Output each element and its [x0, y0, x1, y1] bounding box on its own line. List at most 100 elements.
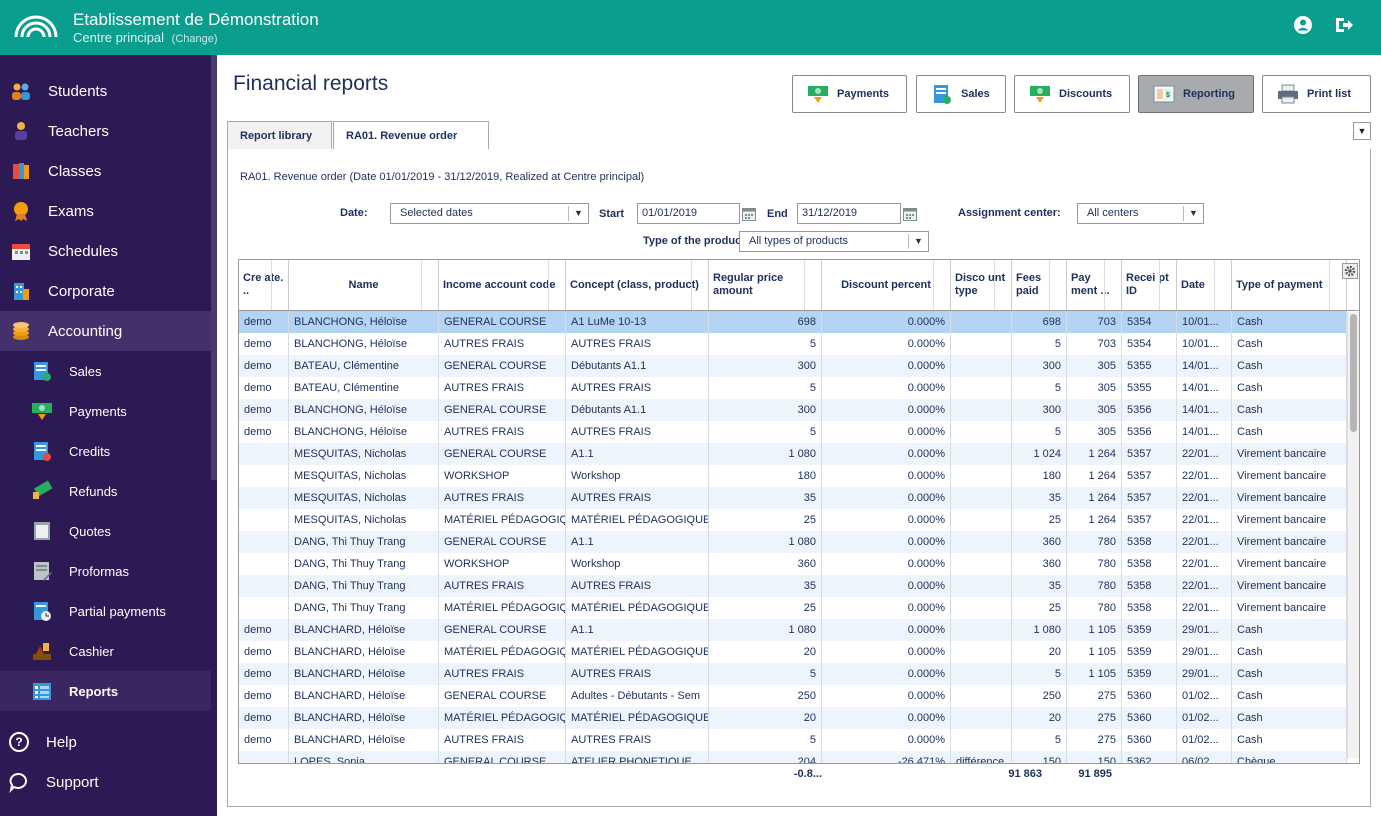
- column-header-regular[interactable]: Regular price amount: [709, 260, 822, 310]
- table-row[interactable]: DANG, Thi Thuy Trang GENERAL COURSE A1.1 1 …: [239, 531, 1347, 553]
- column-header-name[interactable]: Name: [289, 260, 439, 310]
- table-row[interactable]: demo BATEAU, Clémentine GENERAL COURSE Débu…: [239, 355, 1347, 377]
- sidebar-item-credits[interactable]: Credits: [0, 431, 211, 471]
- sidebar-item-quotes[interactable]: Quotes: [0, 511, 211, 551]
- sidebar-item-partial-payments[interactable]: Partial payments: [0, 591, 211, 631]
- sidebar-item-proformas[interactable]: Proformas: [0, 551, 211, 591]
- column-resize-handle[interactable]: [1329, 260, 1330, 310]
- table-scrollbar-thumb[interactable]: [1350, 314, 1357, 432]
- column-resize-handle[interactable]: [1104, 260, 1105, 310]
- cell-name: BLANCHARD, Héloïse: [289, 685, 439, 707]
- table-row[interactable]: demo BLANCHARD, Héloïse MATÉRIEL PÉDAGOGIQ…: [239, 707, 1347, 729]
- reporting-button[interactable]: $ Reporting: [1138, 75, 1254, 113]
- sidebar-item-cashier[interactable]: Cashier: [0, 631, 211, 671]
- sidebar-scrollbar[interactable]: [211, 55, 217, 480]
- table-row[interactable]: demo BLANCHONG, Héloïse GENERAL COURSE A1 L…: [239, 311, 1347, 333]
- sidebar-item-support[interactable]: Support: [0, 762, 211, 802]
- column-header-created[interactable]: Cre ate. ..: [239, 260, 289, 310]
- table-row[interactable]: MESQUITAS, Nicholas GENERAL COURSE A1.1 1 0…: [239, 443, 1347, 465]
- table-row[interactable]: DANG, Thi Thuy Trang AUTRES FRAIS AUTRES F…: [239, 575, 1347, 597]
- sidebar-item-sales[interactable]: Sales: [0, 351, 211, 391]
- table-row[interactable]: MESQUITAS, Nicholas WORKSHOP Workshop 180 0.…: [239, 465, 1347, 487]
- cell-date: 14/01...: [1177, 377, 1232, 399]
- table-row[interactable]: DANG, Thi Thuy Trang WORKSHOP Workshop 360 0…: [239, 553, 1347, 575]
- cell-receipt: 5354: [1122, 311, 1177, 333]
- column-resize-handle[interactable]: [1214, 260, 1215, 310]
- table-row[interactable]: demo BLANCHONG, Héloïse GENERAL COURSE Débu…: [239, 399, 1347, 421]
- table-row[interactable]: MESQUITAS, Nicholas AUTRES FRAIS AUTRES FR…: [239, 487, 1347, 509]
- gear-icon[interactable]: [1342, 263, 1358, 279]
- sidebar-item-schedules[interactable]: Schedules: [0, 231, 211, 271]
- table-row[interactable]: demo BLANCHARD, Héloïse GENERAL COURSE Adul…: [239, 685, 1347, 707]
- sidebar-item-exams[interactable]: Exams: [0, 191, 211, 231]
- sidebar-item-students[interactable]: Students: [0, 71, 211, 111]
- column-header-concept[interactable]: Concept (class, product): [566, 260, 709, 310]
- sidebar-item-teachers[interactable]: Teachers: [0, 111, 211, 151]
- end-calendar-icon[interactable]: [903, 207, 917, 221]
- user-account-icon[interactable]: [1292, 14, 1314, 36]
- sidebar-item-classes[interactable]: Classes: [0, 151, 211, 191]
- table-row[interactable]: LOPES, Sonia GENERAL COURSE ATELIER PHONET…: [239, 751, 1347, 763]
- cell-ptype: Cash: [1232, 663, 1347, 685]
- cell-discount: 0.000%: [822, 663, 951, 685]
- column-header-fees[interactable]: Fees paid: [1012, 260, 1067, 310]
- payments-button[interactable]: Payments: [792, 75, 907, 113]
- column-resize-handle[interactable]: [691, 260, 692, 310]
- total-payment: 91 895: [1078, 768, 1112, 780]
- sidebar-item-refunds[interactable]: Refunds: [0, 471, 211, 511]
- column-resize-handle[interactable]: [1159, 260, 1160, 310]
- table-row[interactable]: demo BLANCHARD, Héloïse AUTRES FRAIS AUTRES…: [239, 663, 1347, 685]
- sidebar-item-help[interactable]: ? Help: [0, 722, 211, 762]
- column-resize-handle[interactable]: [804, 260, 805, 310]
- sidebar-item-reports[interactable]: Reports: [0, 671, 211, 711]
- start-date-input[interactable]: 01/01/2019: [637, 203, 740, 224]
- table-row[interactable]: DANG, Thi Thuy Trang MATÉRIEL PÉDAGOGIQ MA…: [239, 597, 1347, 619]
- tab-report-library[interactable]: Report library: [227, 121, 332, 149]
- column-resize-handle[interactable]: [933, 260, 934, 310]
- table-row[interactable]: MESQUITAS, Nicholas MATÉRIEL PÉDAGOGIQ MAT…: [239, 509, 1347, 531]
- column-header-ptype[interactable]: Type of payment: [1232, 260, 1347, 310]
- table-header: Cre ate. .. Name Income account code Concep…: [239, 260, 1359, 311]
- cell-concept: Débutants A1.1: [566, 399, 709, 421]
- end-date-input[interactable]: 31/12/2019: [797, 203, 901, 224]
- column-resize-handle[interactable]: [1049, 260, 1050, 310]
- table-row[interactable]: demo BLANCHONG, Héloïse AUTRES FRAIS AUTRES…: [239, 333, 1347, 355]
- tab-revenue-order[interactable]: RA01. Revenue order: [333, 121, 489, 150]
- date-select[interactable]: Selected dates ▼: [390, 203, 589, 224]
- cell-concept: AUTRES FRAIS: [566, 421, 709, 443]
- start-calendar-icon[interactable]: [742, 207, 756, 221]
- column-header-date[interactable]: Date: [1177, 260, 1232, 310]
- column-header-receipt[interactable]: Recei pt ID: [1122, 260, 1177, 310]
- sidebar-item-accounting[interactable]: Accounting: [0, 311, 211, 351]
- print-list-button[interactable]: Print list: [1262, 75, 1371, 113]
- column-resize-handle[interactable]: [421, 260, 422, 310]
- sidebar-item-payments[interactable]: Payments: [0, 391, 211, 431]
- cell-date: 22/01...: [1177, 465, 1232, 487]
- assignment-center-select[interactable]: All centers ▼: [1077, 203, 1204, 224]
- table-row[interactable]: demo BLANCHARD, Héloïse MATÉRIEL PÉDAGOGIQ…: [239, 641, 1347, 663]
- tabs-menu-chevron-down-icon[interactable]: ▼: [1353, 122, 1371, 140]
- column-header-payment[interactable]: Pay ment ...: [1067, 260, 1122, 310]
- cell-account: AUTRES FRAIS: [439, 333, 566, 355]
- discounts-button[interactable]: Discounts: [1014, 75, 1130, 113]
- table-scrollbar[interactable]: [1347, 312, 1359, 758]
- change-center-link[interactable]: (Change): [171, 33, 218, 45]
- table-row[interactable]: demo BATEAU, Clémentine AUTRES FRAIS AUTRES…: [239, 377, 1347, 399]
- cell-dtype: [951, 707, 1012, 729]
- table-row[interactable]: demo BLANCHARD, Héloïse AUTRES FRAIS AUTRES…: [239, 729, 1347, 751]
- table-row[interactable]: demo BLANCHARD, Héloïse GENERAL COURSE A1.1…: [239, 619, 1347, 641]
- cell-name: MESQUITAS, Nicholas: [289, 465, 439, 487]
- product-type-select[interactable]: All types of products ▼: [739, 231, 929, 252]
- cell-date: 10/01...: [1177, 333, 1232, 355]
- sidebar-item-corporate[interactable]: Corporate: [0, 271, 211, 311]
- column-resize-handle[interactable]: [994, 260, 995, 310]
- column-resize-handle[interactable]: [271, 260, 272, 310]
- column-resize-handle[interactable]: [548, 260, 549, 310]
- logout-icon[interactable]: [1333, 14, 1355, 36]
- table-row[interactable]: demo BLANCHONG, Héloïse AUTRES FRAIS AUTRES…: [239, 421, 1347, 443]
- sales-button[interactable]: Sales: [916, 75, 1006, 113]
- column-header-discount[interactable]: Discount percent: [822, 260, 951, 310]
- sidebar-item-label: Help: [46, 733, 77, 751]
- column-header-account[interactable]: Income account code: [439, 260, 566, 310]
- column-header-dtype[interactable]: Disco unt type: [951, 260, 1012, 310]
